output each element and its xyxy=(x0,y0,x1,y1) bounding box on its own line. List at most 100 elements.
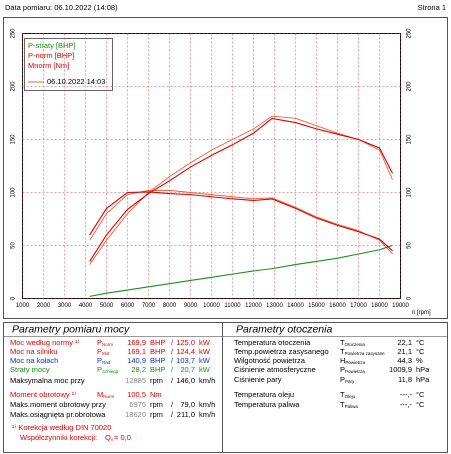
x-tick-label: 19000 xyxy=(392,303,409,309)
y-tick-label: 50 xyxy=(11,242,17,249)
symbol: TPaliwa xyxy=(340,400,358,409)
row-label: Ciśnienie atmosferyczne xyxy=(234,365,316,374)
x-tick-label: 9000 xyxy=(184,303,198,309)
row-unit: rpm xyxy=(150,376,163,385)
y-tick-label: 0 xyxy=(407,296,413,300)
symbol: TOtoczenia xyxy=(340,338,365,347)
row-unit: BHP xyxy=(150,338,165,347)
row-value: 21,1 xyxy=(397,347,412,356)
row-unit: km/h xyxy=(199,410,215,419)
row-label: Maksymalna moc przy xyxy=(10,376,85,385)
row-separator: / xyxy=(171,400,174,409)
symbol: PRad xyxy=(97,356,111,365)
symbol: HPowietrza xyxy=(340,356,366,365)
y-tick-label: 150 xyxy=(407,134,413,145)
symbol-main: P xyxy=(97,347,102,356)
symbol-sub: Norm xyxy=(102,342,113,347)
symbol-main: P xyxy=(340,365,345,374)
row-value: 6975 xyxy=(129,400,146,409)
row-unit: rpm xyxy=(150,410,163,419)
panel-title: Parametry otoczenia xyxy=(236,323,332,335)
x-tick-label: 6000 xyxy=(121,303,135,309)
symbol-sub: Pary xyxy=(345,379,355,384)
x-tick-label: 14000 xyxy=(287,303,304,309)
row-label: Wilgotność powietrza xyxy=(234,356,306,365)
row-value: 124,4 xyxy=(176,347,195,356)
x-tick-label: 10000 xyxy=(203,303,220,309)
x-tick-label: 18000 xyxy=(371,303,388,309)
measurement-date: Data pomiaru: 06.10.2022 (14:08) xyxy=(5,3,118,12)
row-value: 22,1 xyxy=(397,338,412,347)
correction-note: ¹⁾ Korekcja według DIN 70020 xyxy=(12,423,111,432)
row-label: Moc na silniku xyxy=(10,347,58,356)
symbol-sub: Powietrza xyxy=(345,369,365,374)
y-tick-label: 0 xyxy=(11,296,17,300)
row-label: Moc na kołach xyxy=(10,356,58,365)
symbol: TOleju xyxy=(340,390,356,399)
row-label: Maks.moment obrotowy przy xyxy=(10,400,106,409)
series-line xyxy=(89,117,394,262)
row-separator: / xyxy=(171,365,174,374)
legend-entry: P-straty [BHP] xyxy=(28,41,76,50)
x-tick-label: 8000 xyxy=(163,303,177,309)
correction-value: = 0,0 xyxy=(114,433,131,442)
row-unit: hPa xyxy=(416,375,430,384)
x-tick-label: 16000 xyxy=(329,303,346,309)
symbol-main: P xyxy=(97,338,102,347)
row-value: 1009,9 xyxy=(389,365,412,374)
row-unit: km/h xyxy=(199,376,215,385)
row-unit: BHP xyxy=(150,356,165,365)
x-tick-label: 3000 xyxy=(58,303,72,309)
symbol-main: M xyxy=(97,390,103,399)
row-value: ---,- xyxy=(400,390,413,399)
symbol-main: P xyxy=(340,375,345,384)
x-tick-label: 1000 xyxy=(16,303,30,309)
x-tick-label: 11000 xyxy=(224,303,241,309)
symbol: PSchlepp xyxy=(97,365,119,374)
row-label: Temperatura otoczenia xyxy=(234,338,311,347)
row-value: 18620 xyxy=(125,410,146,419)
ambient-panel xyxy=(222,322,448,453)
page-number: Strona 1 xyxy=(418,3,446,12)
row-value: 28,2 xyxy=(131,365,146,374)
row-unit: °C xyxy=(416,338,425,347)
symbol: MNorm xyxy=(97,390,115,399)
row-value: 79,0 xyxy=(180,400,195,409)
row-unit: °C xyxy=(416,347,425,356)
symbol-main: Q xyxy=(105,433,111,442)
row-unit: hPa xyxy=(416,365,430,374)
symbol-sub: Powietrza xyxy=(345,360,365,365)
y-tick-label: 50 xyxy=(407,242,413,249)
row-value: 211,0 xyxy=(177,410,195,419)
row-value: 20,7 xyxy=(180,365,195,374)
row-label: Maks.osiągnięta pr.obrotowa xyxy=(10,410,106,419)
legend-entry: Mnorm [Nm] xyxy=(28,61,69,70)
chart-frame xyxy=(3,17,448,319)
row-value: 103,7 xyxy=(176,356,195,365)
row-unit: % xyxy=(416,356,423,365)
symbol-main: H xyxy=(340,356,345,365)
y-tick-label: 200 xyxy=(11,81,17,92)
y-tick-label: 150 xyxy=(11,134,17,145)
row-value: 146,0 xyxy=(176,376,195,385)
symbol-sub: Norm xyxy=(103,394,114,399)
x-tick-label: 15000 xyxy=(308,303,325,309)
row-value: 100,5 xyxy=(127,390,146,399)
symbol-sub: Powietrza zasysane xyxy=(345,351,386,356)
series-line xyxy=(89,244,393,297)
row-unit: Nm xyxy=(150,390,162,399)
x-tick-label: 13000 xyxy=(266,303,283,309)
symbol: TPowietrza zasysane xyxy=(340,347,385,356)
row-unit: kW xyxy=(199,365,211,374)
row-unit: BHP xyxy=(150,365,165,374)
row-separator: / xyxy=(171,410,174,419)
row-label: Moc według normy ¹⁾ xyxy=(10,338,80,347)
series-line xyxy=(89,191,393,252)
row-value: 125,0 xyxy=(176,338,195,347)
symbol: PPary xyxy=(340,375,355,384)
row-value: 12885 xyxy=(125,376,146,385)
symbol-sub: Otoczenia xyxy=(345,342,366,347)
x-tick-label: 5000 xyxy=(100,303,114,309)
